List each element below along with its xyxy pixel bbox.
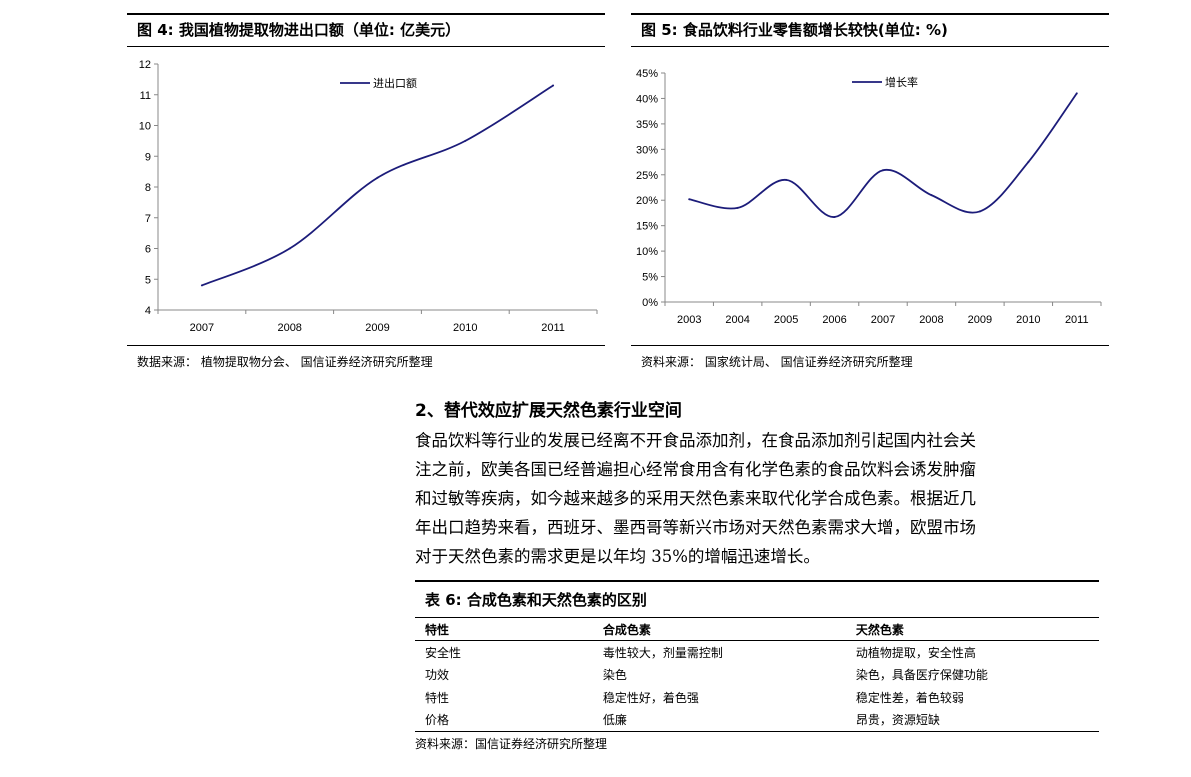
body-paragraph: 食品饮料等行业的发展已经离不开食品添加剂，在食品添加剂引起国内社会关 注之前，欧… xyxy=(415,426,1105,571)
y-tick-label: 20% xyxy=(636,195,658,207)
legend-label: 增长率 xyxy=(885,75,918,89)
y-tick-label: 35% xyxy=(636,119,658,131)
y-tick-label: 9 xyxy=(145,151,151,163)
data-point xyxy=(785,178,788,181)
body-line: 注之前，欧美各国已经普遍担心经常食用含有化学色素的食品饮料会诱发肿瘤 xyxy=(415,460,976,479)
table-cell: 价格 xyxy=(415,708,593,732)
table-row: 功效 染色 染色，具备医疗保健功能 xyxy=(415,664,1099,687)
table-cell: 功效 xyxy=(425,668,450,683)
x-tick-label: 2003 xyxy=(677,314,701,326)
figure-4-title: 图 4: 我国植物提取物进出口额（单位: 亿美元） xyxy=(127,13,605,47)
x-tick-label: 2009 xyxy=(365,322,389,334)
y-tick-label: 11 xyxy=(140,90,151,102)
x-tick-label: 2010 xyxy=(453,322,477,334)
table-cell: 毒性较大，剂量需控制 xyxy=(602,645,723,660)
x-tick-label: 2006 xyxy=(822,314,846,326)
table-cell: 动植物提取，安全性高 xyxy=(855,645,976,660)
data-point xyxy=(930,194,933,197)
figure-5-source: 资料来源： 国家统计局、 国信证券经济研究所整理 xyxy=(641,355,913,369)
table-row: 特性 稳定性好，着色强 稳定性差，着色较弱 xyxy=(415,686,1099,709)
y-tick-label: 8 xyxy=(145,182,151,194)
data-point xyxy=(978,210,981,213)
figure-4-chart: 4 5 6 7 8 9 10 11 12 2007 2008 2009 2010 2011 进出口额 xyxy=(139,59,598,334)
table-header-row: 特性 合成色素 天然色素 xyxy=(415,618,1099,641)
figure-4-panel: 图 4: 我国植物提取物进出口额（单位: 亿美元） 4 5 6 7 8 9 10 11 12 20… xyxy=(127,13,605,373)
data-point xyxy=(736,206,739,209)
y-tick-label: 40% xyxy=(636,93,658,105)
series-line xyxy=(689,92,1078,218)
y-tick-label: 4 xyxy=(145,305,151,317)
table-cell: 安全性 xyxy=(425,645,462,660)
data-point xyxy=(1075,92,1078,95)
y-tick-label: 7 xyxy=(145,213,151,225)
y-tick-label: 5 xyxy=(145,274,151,286)
x-tick-label: 2007 xyxy=(871,314,895,326)
data-point xyxy=(464,139,467,142)
data-point xyxy=(288,247,291,250)
table-cell: 特性 xyxy=(425,690,450,705)
legend-label: 进出口额 xyxy=(373,76,417,90)
section-heading: 2、替代效应扩展天然色素行业空间 xyxy=(415,401,682,421)
body-line: 对于天然色素的需求更是以年均 35%的增幅迅速增长。 xyxy=(415,547,820,566)
figure-5-bottom-rule xyxy=(631,345,1109,346)
column-header: 特性 xyxy=(415,618,593,641)
figure-5-panel: 图 5: 食品饮料行业零售额增长较快(单位: %) 0% 5% 10% 15% 20% 2… xyxy=(631,13,1109,373)
column-header: 合成色素 xyxy=(592,618,846,641)
table-cell: 染色，具备医疗保健功能 xyxy=(855,668,988,683)
series-line xyxy=(201,84,554,287)
body-line: 年出口趋势来看，西班牙、墨西哥等新兴市场对天然色素需求大增，欧盟市场 xyxy=(415,518,976,537)
table-row: 安全性 毒性较大，剂量需控制 动植物提取，安全性高 xyxy=(415,641,1099,664)
x-tick-label: 2004 xyxy=(725,314,749,326)
x-tick-label: 2010 xyxy=(1016,314,1040,326)
table-cell: 稳定性好，着色强 xyxy=(602,690,699,705)
data-point xyxy=(200,284,203,287)
figure-5-title: 图 5: 食品饮料行业零售额增长较快(单位: %) xyxy=(631,13,1109,47)
y-tick-label: 30% xyxy=(636,144,658,156)
data-point xyxy=(688,198,691,201)
x-tick-label: 2008 xyxy=(277,322,301,334)
y-tick-label: 10 xyxy=(139,121,151,133)
data-point xyxy=(1027,161,1030,164)
column-header: 天然色素 xyxy=(845,618,1099,641)
y-tick-label: 0% xyxy=(642,297,658,309)
table-cell: 稳定性差，着色较弱 xyxy=(855,690,964,705)
comparison-table: 特性 合成色素 天然色素 安全性 毒性较大，剂量需控制 动植物提取，安全性高 功… xyxy=(415,618,1099,732)
y-tick-label: 15% xyxy=(636,221,658,233)
data-point xyxy=(882,169,884,172)
body-line: 食品饮料等行业的发展已经离不开食品添加剂，在食品添加剂引起国内社会关 xyxy=(415,431,976,450)
table-cell: 昂贵，资源短缺 xyxy=(845,708,1099,732)
y-tick-label: 12 xyxy=(139,59,151,71)
y-tick-label: 45% xyxy=(636,68,658,80)
x-tick-label: 2009 xyxy=(968,314,992,326)
x-tick-label: 2008 xyxy=(919,314,943,326)
table-6-title: 表 6: 合成色素和天然色素的区别 xyxy=(415,580,1099,618)
table-row: 价格 低廉 昂贵，资源短缺 xyxy=(415,708,1099,732)
table-cell: 低廉 xyxy=(592,708,846,732)
y-tick-label: 10% xyxy=(636,246,658,258)
y-tick-label: 25% xyxy=(636,170,658,182)
data-point xyxy=(376,176,379,179)
y-tick-label: 6 xyxy=(145,244,151,256)
table-cell: 染色 xyxy=(602,668,627,683)
data-point xyxy=(833,216,836,219)
data-point xyxy=(552,84,555,87)
figure-4-source: 数据来源： 植物提取物分会、 国信证券经济研究所整理 xyxy=(137,355,433,369)
y-tick-label: 5% xyxy=(642,272,658,284)
table-6-source: 资料来源：国信证券经济研究所整理 xyxy=(415,737,608,751)
x-tick-label: 2007 xyxy=(190,322,214,334)
table-6-block: 表 6: 合成色素和天然色素的区别 特性 合成色素 天然色素 安全性 毒性较大，… xyxy=(415,580,1099,752)
figure-4-bottom-rule xyxy=(127,345,605,346)
x-tick-label: 2011 xyxy=(1065,314,1089,326)
figure-5-chart: 0% 5% 10% 15% 20% 25% 30% 35% 40% 45% 2003 2004 2005… xyxy=(636,68,1102,326)
x-tick-label: 2011 xyxy=(541,322,565,334)
body-line: 和过敏等疾病，如今越来越多的采用天然色素来取代化学合成色素。根据近几 xyxy=(415,489,976,508)
x-tick-label: 2005 xyxy=(774,314,798,326)
